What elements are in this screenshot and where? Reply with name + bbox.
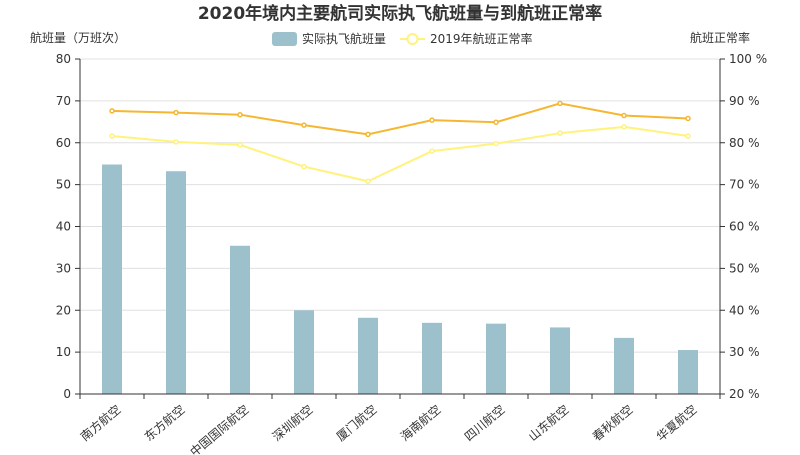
legend-label-line-2019[interactable]: 2019年航班正常率 <box>430 31 533 46</box>
bar <box>230 245 250 394</box>
right-tick-label: 90 % <box>729 94 760 108</box>
bar <box>358 317 378 394</box>
left-tick-label: 70 <box>56 94 71 108</box>
legend-swatch-line-marker[interactable] <box>406 33 419 45</box>
point-2020 <box>493 119 499 125</box>
bars <box>102 164 698 394</box>
category-label: 华夏航空 <box>653 402 699 444</box>
bar <box>614 337 634 394</box>
series-line-2020 <box>111 102 689 136</box>
category-label: 深圳航空 <box>269 402 315 444</box>
bar <box>294 310 314 394</box>
point-2019 <box>493 140 499 147</box>
point-2020 <box>173 109 179 116</box>
point-2020 <box>621 112 627 119</box>
point-2020 <box>557 100 563 107</box>
point-2020 <box>109 108 115 114</box>
point-2020 <box>301 122 307 128</box>
category-label: 山东航空 <box>525 402 571 444</box>
bar <box>102 164 122 394</box>
right-axis-name: 航班正常率 <box>690 30 750 45</box>
point-2019 <box>557 130 563 136</box>
series-line-2019 <box>111 125 689 183</box>
point-2019 <box>173 139 179 145</box>
bar <box>678 350 698 394</box>
right-tick-label: 70 % <box>729 178 760 192</box>
point-2020 <box>237 111 243 118</box>
legend-label-bar[interactable]: 实际执飞航班量 <box>302 31 386 46</box>
bar <box>166 171 186 394</box>
category-label: 厦门航空 <box>333 402 379 444</box>
left-tick-label: 80 <box>56 52 71 66</box>
axes <box>75 58 725 399</box>
point-2019 <box>685 133 691 139</box>
category-label: 东方航空 <box>141 402 187 444</box>
right-tick-label: 40 % <box>729 303 760 317</box>
right-tick-label: 100 % <box>729 52 767 66</box>
point-2019 <box>621 124 627 130</box>
point-2020 <box>685 115 691 122</box>
lines <box>109 100 691 185</box>
point-2020 <box>429 117 435 123</box>
left-tick-label: 20 <box>56 303 71 317</box>
category-label: 四川航空 <box>461 402 507 444</box>
left-tick-label: 40 <box>56 220 71 234</box>
left-axis-name: 航班量（万班次） <box>30 30 126 45</box>
left-tick-label: 60 <box>56 136 71 150</box>
bar <box>550 327 570 394</box>
point-2019 <box>109 133 115 139</box>
right-tick-label: 60 % <box>729 220 760 234</box>
point-2019 <box>365 178 371 185</box>
left-tick-label: 50 <box>56 178 71 192</box>
category-label: 中国国际航空 <box>187 402 252 455</box>
right-tick-label: 80 % <box>729 136 760 150</box>
point-2019 <box>429 148 435 154</box>
point-2019 <box>237 142 243 148</box>
left-tick-label: 10 <box>56 345 71 359</box>
left-tick-label: 0 <box>63 387 71 401</box>
category-label: 南方航空 <box>77 402 123 444</box>
right-tick-label: 20 % <box>729 387 760 401</box>
bar <box>486 323 506 394</box>
category-label: 海南航空 <box>397 402 443 444</box>
point-2020 <box>365 131 371 138</box>
legend-swatch-bar[interactable] <box>272 32 297 46</box>
category-label: 春秋航空 <box>589 402 635 444</box>
right-tick-label: 30 % <box>729 345 760 359</box>
bar <box>422 322 442 394</box>
left-tick-label: 30 <box>56 261 71 275</box>
chart-title: 2020年境内主要航司实际执飞航班量与到航班正常率 <box>198 3 602 24</box>
legend: 实际执飞航班量 2019年航班正常率 <box>272 31 533 46</box>
point-2019 <box>301 163 307 170</box>
right-tick-label: 50 % <box>729 261 760 275</box>
